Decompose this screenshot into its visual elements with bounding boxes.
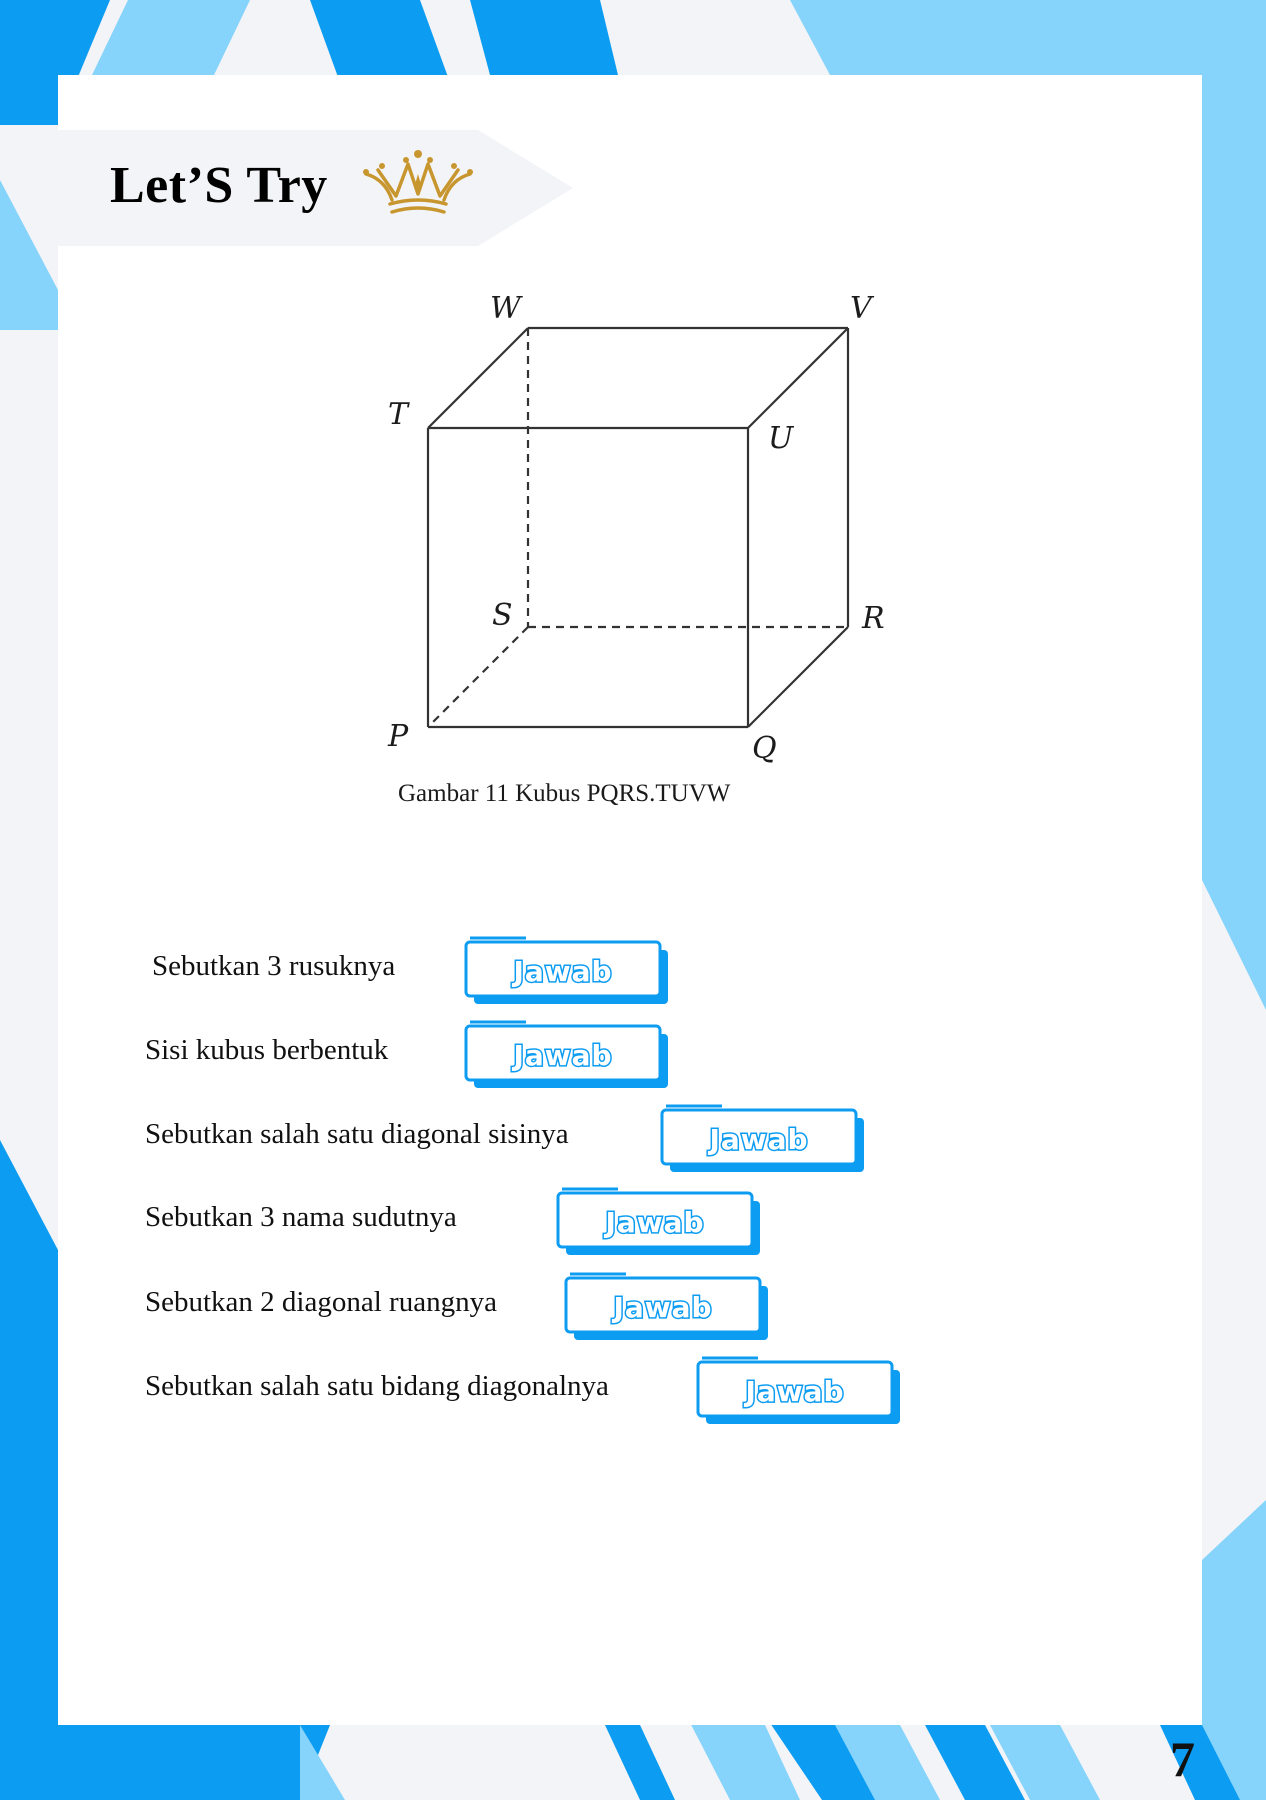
question-3-text: Sebutkan salah satu diagonal sisinya [145,1118,569,1150]
answer-button-label: Jawab [511,955,612,988]
answer-button-3[interactable]: Jawab [658,1104,868,1176]
vertex-label-u: U [768,421,795,456]
vertex-label-t: T [388,397,410,432]
page-number: 7 [1170,1731,1195,1787]
answer-button-6[interactable]: Jawab [694,1356,904,1428]
answer-button-2[interactable]: Jawab [462,1020,672,1092]
vertex-label-w: W [490,291,523,326]
vertex-label-v: V [850,291,875,326]
question-2-text: Sisi kubus berbentuk [145,1034,389,1066]
answer-button-1[interactable]: Jawab [462,936,672,1008]
question-5-text: Sebutkan 2 diagonal ruangnya [145,1286,497,1318]
answer-button-5[interactable]: Jawab [562,1272,772,1344]
banner-shape [58,130,573,246]
answer-button-4[interactable]: Jawab [554,1187,764,1259]
question-6-text: Sebutkan salah satu bidang diagonalnya [145,1370,609,1402]
answer-button-label: Jawab [611,1291,712,1324]
answer-button-label: Jawab [511,1039,612,1072]
vertex-label-q: Q [752,731,777,766]
page-card [58,75,1202,1725]
figure-caption: Gambar 11 Kubus PQRS.TUVW [398,780,731,807]
vertex-label-r: R [861,601,885,636]
question-1-text: Sebutkan 3 rusuknya [152,950,396,982]
vertex-label-s: S [492,598,513,633]
question-4-text: Sebutkan 3 nama sudutnya [145,1201,457,1233]
vertex-label-p: P [387,719,409,754]
lets-try-banner: Let’S Try [58,130,573,246]
answer-button-label: Jawab [707,1123,808,1156]
crown-icon [363,150,473,214]
answer-button-label: Jawab [603,1206,704,1239]
answer-button-label: Jawab [743,1375,844,1408]
page-title: Let’S Try [110,157,328,214]
cube-diagram: W V T U S R P Q [387,291,885,766]
